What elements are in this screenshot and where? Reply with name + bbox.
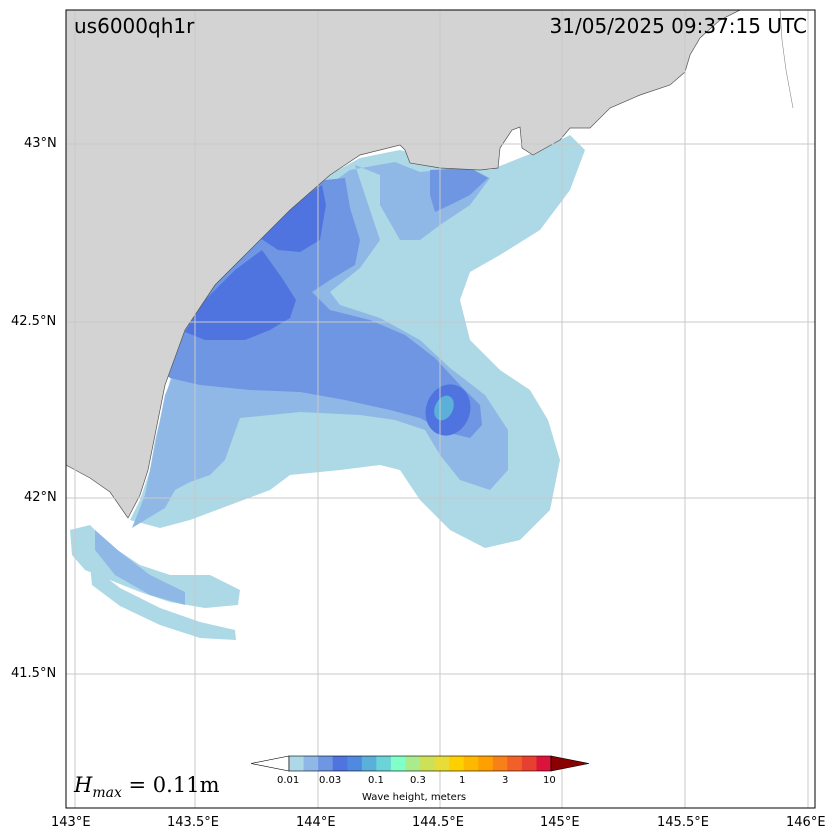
border-line [779, 10, 794, 109]
colorbar-title: Wave height, meters [362, 792, 467, 803]
colorbar-segment [405, 756, 421, 771]
x-tick-145-5: 145.5°E [657, 815, 709, 830]
colorbar-over-arrow [550, 755, 590, 772]
y-tick-43: 43°N [24, 136, 57, 151]
x-tick-143: 143°E [51, 815, 91, 830]
landmass-coastline [66, 10, 741, 519]
colorbar-tick-3: 0.3 [410, 775, 426, 786]
colorbar-segment [434, 756, 450, 771]
colorbar-segment [303, 756, 319, 771]
y-tick-42-5: 42.5°N [11, 314, 57, 329]
colorbar-segment [420, 756, 435, 771]
hmax-annotation: Hmax = 0.11m [74, 773, 219, 801]
x-tick-145: 145°E [540, 815, 580, 830]
colorbar-segment [361, 756, 377, 771]
plot-frame [65, 9, 816, 809]
colorbar-tick-5: 3 [502, 775, 509, 786]
landmass-hokkaido [66, 10, 740, 518]
colorbar-segment [536, 756, 552, 771]
colorbar-segment [463, 756, 479, 771]
colorbar-tick-0: 0.01 [277, 775, 300, 786]
colorbar-segment [318, 756, 333, 771]
wave-contour-level-0-strip-b [90, 565, 236, 640]
colorbar-tick-1: 0.03 [319, 775, 342, 786]
wave-contour-level-1-strip [95, 530, 185, 605]
x-tick-143-5: 143.5°E [167, 815, 219, 830]
wave-contour-level-2 [160, 178, 482, 438]
colorbar-segment [521, 756, 537, 771]
colorbar-segment [449, 756, 464, 771]
wave-contour-level-3 [185, 250, 296, 340]
hmax-symbol: H [74, 773, 93, 797]
colorbar-frame [288, 755, 552, 772]
colorbar-segment [332, 756, 348, 771]
colorbar-tick-4: 1 [459, 775, 466, 786]
colorbar-segment [347, 756, 363, 771]
wave-contour-level-3-north [260, 185, 326, 252]
wave-contour-level-2-north [430, 168, 488, 212]
hmax-value: = 0.11m [121, 773, 220, 797]
colorbar [250, 755, 590, 772]
colorbar-segment [492, 756, 508, 771]
event-timestamp: 31/05/2025 09:37:15 UTC [549, 14, 807, 38]
wave-peak-core [434, 395, 454, 421]
x-tick-144: 144°E [296, 815, 336, 830]
x-tick-144-5: 144.5°E [412, 815, 464, 830]
hmax-subscript: max [92, 785, 122, 802]
x-tick-146: 146°E [786, 815, 826, 830]
colorbar-segment [507, 756, 523, 771]
event-id: us6000qh1r [74, 14, 195, 38]
colorbar-tick-6: 10 [543, 775, 556, 786]
colorbar-segment [478, 756, 494, 771]
colorbar-segment [376, 756, 392, 771]
colorbar-under-arrow [250, 755, 290, 772]
y-tick-41-5: 41.5°N [11, 666, 57, 681]
wave-contour-level-0-strip-a [70, 525, 240, 608]
y-tick-42: 42°N [24, 490, 57, 505]
colorbar-segment [289, 756, 304, 771]
colorbar-tick-2: 0.1 [368, 775, 384, 786]
colorbar-segment [390, 756, 406, 771]
grid-lines [66, 10, 815, 808]
